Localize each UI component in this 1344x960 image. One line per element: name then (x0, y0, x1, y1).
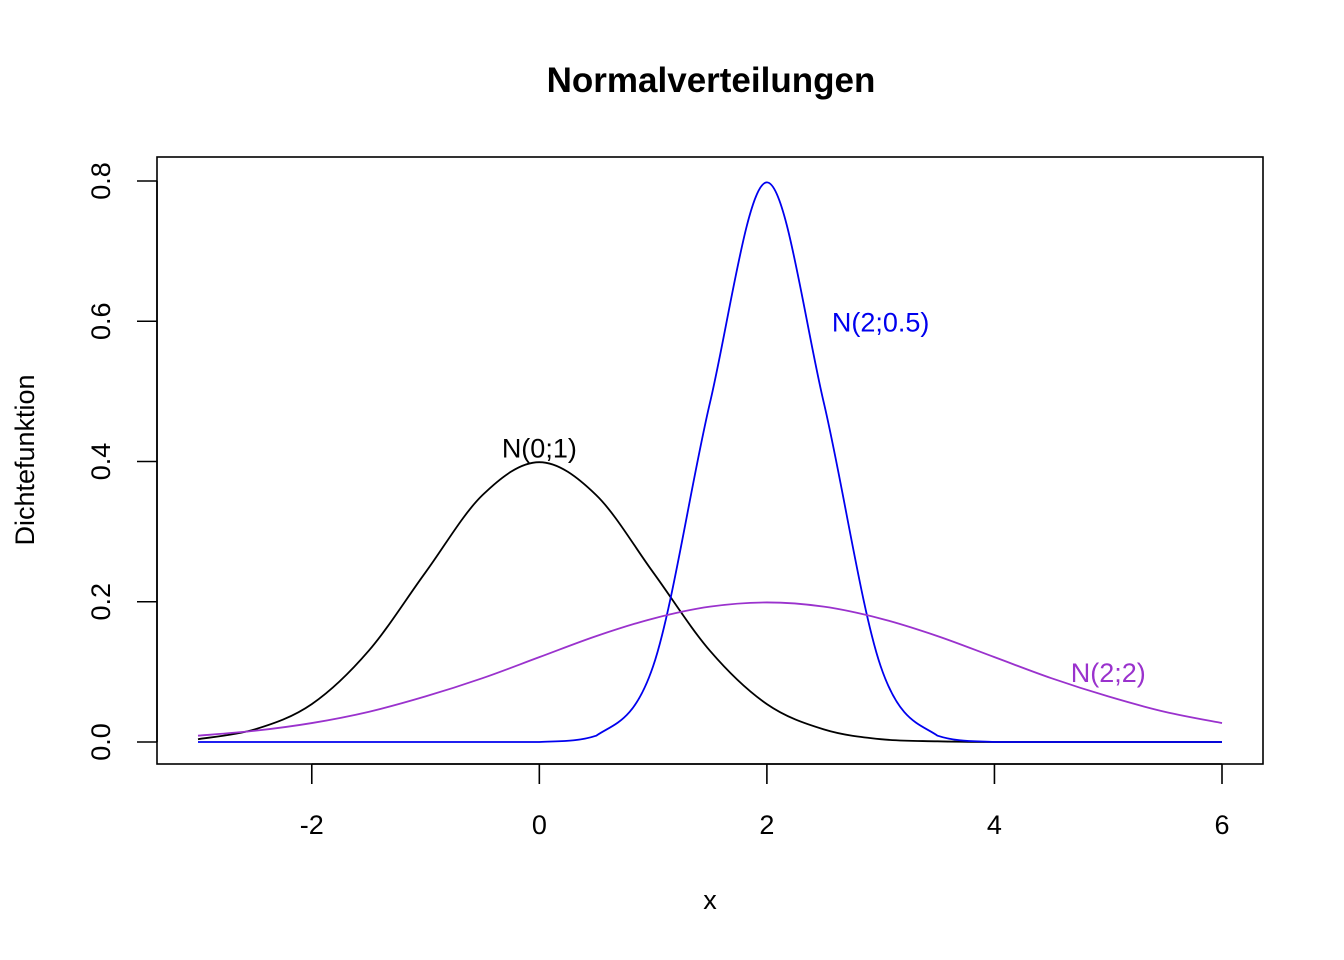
x-axis: -2 0 2 4 6 (300, 763, 1230, 840)
y-tick-label: 0.4 (86, 443, 116, 481)
x-tick-label: 2 (759, 810, 774, 840)
series-annotation: N(0;1) (502, 433, 577, 463)
chart-title: Normalverteilungen (547, 61, 876, 100)
series-line-2 (197, 181, 1222, 743)
x-tick-label: -2 (300, 810, 324, 840)
y-tick-label: 0.6 (86, 302, 116, 340)
series-line-1 (197, 461, 1222, 743)
y-tick-label: 0.0 (86, 723, 116, 761)
series-annotation: N(2;2) (1071, 658, 1146, 688)
series-layer (197, 181, 1223, 743)
x-tick-label: 4 (987, 810, 1002, 840)
y-axis: 0.0 0.2 0.4 0.6 0.8 (86, 162, 158, 761)
x-axis-label: x (703, 885, 717, 915)
series-annotation: N(2;0.5) (832, 307, 930, 337)
y-axis-label: Dichtefunktion (10, 374, 40, 545)
annotation-layer: N(0;1) N(2;0.5) N(2;2) (502, 307, 1146, 688)
y-tick-label: 0.2 (86, 583, 116, 621)
x-tick-label: 0 (532, 810, 547, 840)
x-tick-label: 6 (1214, 810, 1229, 840)
y-tick-label: 0.8 (86, 162, 116, 200)
series-line-3 (197, 601, 1223, 737)
